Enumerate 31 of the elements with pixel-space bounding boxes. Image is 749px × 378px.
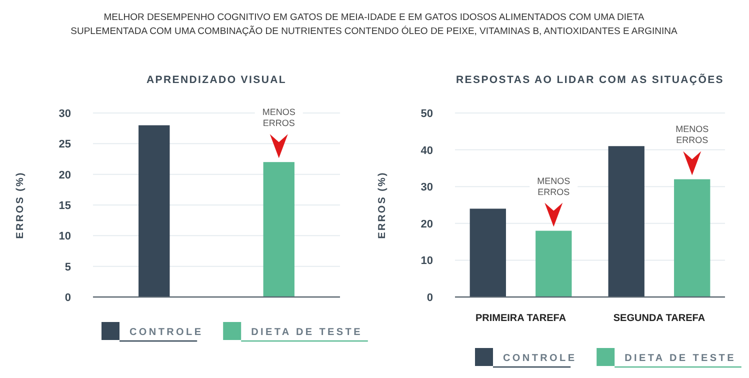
annotation: MENOS ERROS <box>262 107 296 128</box>
bar <box>608 146 644 297</box>
legend-label: CONTROLE <box>130 327 204 338</box>
y-tick-label: 15 <box>58 200 71 212</box>
y-tick-label: 20 <box>420 218 433 230</box>
y-tick-label: 40 <box>420 144 433 157</box>
y-tick-label: 0 <box>426 292 433 304</box>
legend-label: CONTROLE <box>503 353 577 364</box>
y-tick-label: 30 <box>420 182 433 194</box>
annotation: MENOS ERROS <box>537 176 570 197</box>
y-tick-label: 20 <box>58 169 71 182</box>
legend-label: DIETA DE TESTE <box>624 353 736 364</box>
bar <box>674 179 710 297</box>
legend-label: DIETA DE TESTE <box>251 327 362 338</box>
y-tick-label: 50 <box>420 108 433 120</box>
bar <box>536 230 572 297</box>
x-tick-label: SEGUNDA TAREFA <box>613 313 706 324</box>
x-tick-label: PRIMEIRA TAREFA <box>475 313 566 324</box>
y-axis-title: ERROS (%) <box>377 171 388 239</box>
annotation: MENOS ERROS <box>676 124 709 146</box>
chart-title: RESPOSTAS AO LIDAR COM AS SITUAÇÕES <box>456 73 724 86</box>
y-tick-label: 30 <box>58 108 71 120</box>
y-tick-label: 0 <box>64 292 71 304</box>
y-axis-title: ERROS (%) <box>15 171 26 239</box>
text: MELHOR DESEMPENHO COGNITIVO EM GATOS DE MEIA-IDADE E EM GATOS IDOSOS ALIMENTADOS COM UMA DIETA SUPLEMENTADA COM UMA COMBINAÇÃO DE NUTRIENTES CONTENDO ÓLEO DE PEIXE, VITAMINAS B, ANTIOXIDANTES E ARGININA <box>70 12 678 37</box>
y-tick-label: 5 <box>64 261 71 274</box>
chart-title: APRENDIZADO VISUAL <box>146 74 287 86</box>
y-tick-label: 10 <box>420 255 433 268</box>
y-tick-label: 10 <box>58 230 71 243</box>
y-tick-label: 25 <box>58 138 71 151</box>
bar <box>470 208 506 297</box>
